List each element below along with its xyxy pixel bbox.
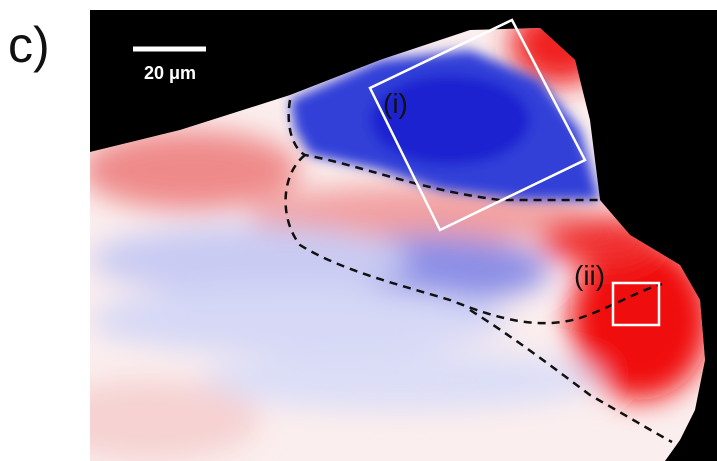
- figure-panel: c) (i) (ii) 20 μm: [0, 0, 717, 461]
- scale-bar-label: 20 μm: [144, 63, 196, 83]
- region-label: (ii): [574, 260, 605, 291]
- region-label: (i): [383, 88, 408, 119]
- panel-label: c): [8, 17, 50, 73]
